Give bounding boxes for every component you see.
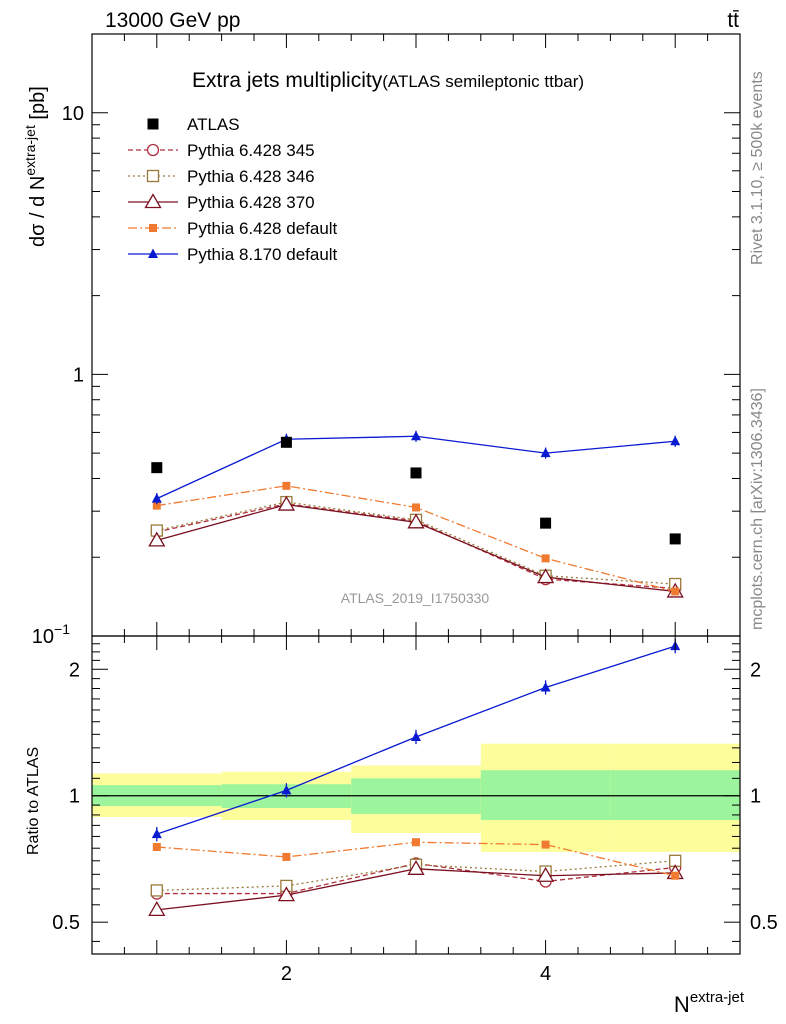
x-tick-label-2: 4 bbox=[540, 963, 551, 985]
series-3-point-1 bbox=[148, 531, 166, 547]
legend-marker-2 bbox=[146, 169, 160, 183]
series-4-ratio-point-2 bbox=[282, 852, 291, 861]
legend-marker-4 bbox=[149, 224, 157, 232]
y-tick-label-2: 1 bbox=[73, 364, 84, 386]
series-3-point-3 bbox=[407, 513, 425, 529]
legend-marker-3 bbox=[144, 193, 162, 209]
ratio-tick-label-right-2: 1 bbox=[750, 786, 761, 808]
series-4-ratio-point-3 bbox=[412, 838, 420, 847]
series-5-ratio-point-2 bbox=[281, 784, 292, 795]
atlas-point-3 bbox=[410, 467, 422, 479]
series-3-ratio-line bbox=[156, 868, 676, 911]
atlas-point-4 bbox=[540, 517, 552, 529]
series-4-point-3 bbox=[412, 503, 420, 512]
series-4-ratio-point-4 bbox=[541, 840, 550, 849]
series-4-ratio-point-5 bbox=[671, 871, 680, 880]
series-3-ratio-point-2 bbox=[277, 886, 296, 902]
series-5-ratio-point-1 bbox=[151, 828, 162, 839]
legend-atlas-marker bbox=[147, 118, 159, 130]
mcplots-label: mcplots.cern.ch [arXiv:1306.3436] bbox=[749, 388, 766, 630]
legend-marker-1 bbox=[146, 143, 160, 157]
series-5-ratio-point-3 bbox=[411, 731, 421, 741]
atlas-point-1 bbox=[151, 462, 163, 474]
legend-label-5: Pythia 8.170 default bbox=[187, 245, 338, 264]
series-5-point-3 bbox=[411, 430, 421, 441]
header-process: tt̄ bbox=[727, 9, 739, 32]
series-2-ratio-point-1 bbox=[150, 884, 163, 897]
series-1-ratio-line bbox=[156, 862, 676, 895]
ratio-tick-label-left-2: 1 bbox=[69, 786, 80, 808]
ratio-tick-label-left-3: 2 bbox=[69, 659, 80, 681]
ratio-tick-label-left-1: 0.5 bbox=[52, 912, 80, 934]
series-4-ratio-point-1 bbox=[152, 843, 161, 852]
ratio-tick-label-right-3: 2 bbox=[750, 659, 761, 681]
series-3-point-2 bbox=[277, 495, 296, 511]
rivet-label: Rivet 3.1.10, ≥ 500k events bbox=[749, 71, 766, 265]
legend-atlas-label: ATLAS bbox=[187, 115, 240, 134]
header-energy: 13000 GeV pp bbox=[105, 9, 240, 32]
series-4-point-4 bbox=[541, 554, 550, 563]
x-axis-label: Nextra-jet bbox=[674, 989, 745, 1017]
legend-label-2: Pythia 6.428 346 bbox=[187, 167, 315, 186]
legend-marker-5 bbox=[148, 248, 158, 258]
series-4-line bbox=[156, 485, 676, 593]
series-5-point-1 bbox=[151, 493, 162, 503]
series-5-point-5 bbox=[670, 435, 681, 446]
y-axis-label: dσ / d Nextra-jet [pb] bbox=[22, 86, 49, 247]
x-tick-label-1: 2 bbox=[281, 963, 292, 985]
series-4-point-2 bbox=[282, 481, 291, 490]
series-5-point-4 bbox=[540, 447, 551, 458]
chart-title: Extra jets multiplicity(ATLAS semilepton… bbox=[192, 69, 584, 92]
series-5-ratio-point-4 bbox=[540, 681, 551, 692]
y-tick-exponent: −1 bbox=[54, 621, 70, 637]
ratio-tick-label-right-1: 0.5 bbox=[750, 912, 778, 934]
legend-label-1: Pythia 6.428 345 bbox=[187, 141, 315, 160]
series-3-ratio-point-4 bbox=[536, 866, 555, 882]
series-3-ratio-point-3 bbox=[407, 859, 425, 875]
y-tick-label-3: 10 bbox=[62, 103, 84, 125]
y-tick-label-1: 10−1 bbox=[32, 621, 70, 648]
series-4-point-1 bbox=[152, 501, 161, 510]
analysis-watermark: ATLAS_2019_I1750330 bbox=[341, 590, 490, 606]
series-4-point-5 bbox=[671, 587, 680, 596]
series-3-point-4 bbox=[536, 568, 555, 584]
legend-label-4: Pythia 6.428 default bbox=[187, 219, 338, 238]
atlas-point-2 bbox=[280, 436, 292, 448]
atlas-point-5 bbox=[669, 533, 681, 545]
legend-label-3: Pythia 6.428 370 bbox=[187, 193, 315, 212]
ratio-axis-label: Ratio to ATLAS bbox=[25, 747, 42, 855]
series-3-ratio-point-1 bbox=[148, 901, 166, 916]
